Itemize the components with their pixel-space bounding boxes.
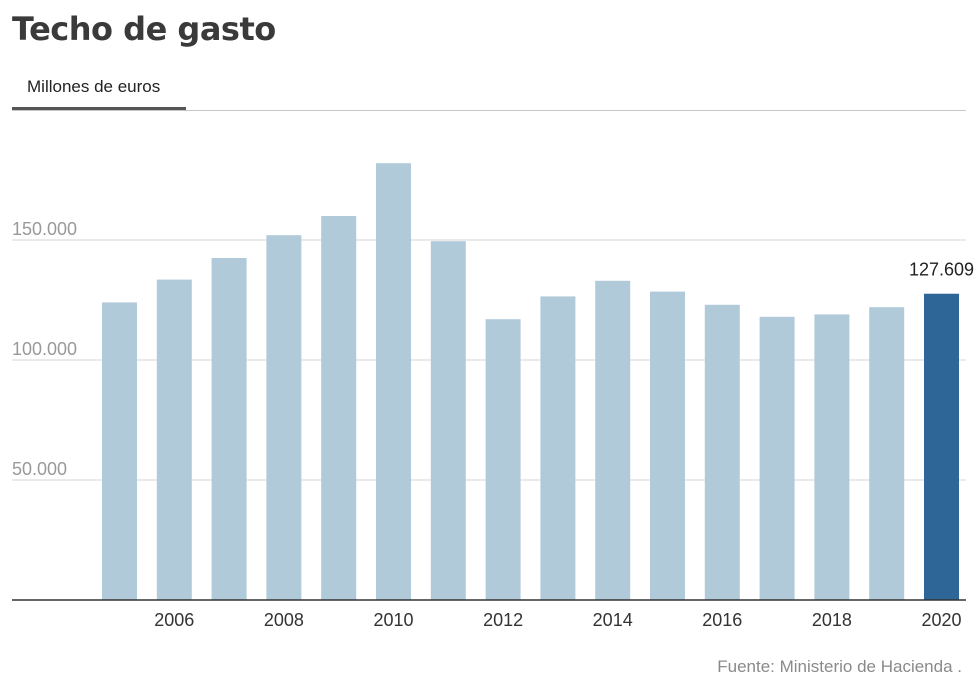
bar-2009 (321, 216, 357, 600)
x-tick-labels: 2006 2008 2010 2012 2014 2016 2018 2020 (154, 610, 961, 630)
x-tick-label-2010: 2010 (373, 610, 413, 630)
bar-2012 (485, 319, 521, 600)
annotations: 127.609 (909, 260, 974, 280)
bar-2013 (540, 296, 576, 600)
bar-2008 (266, 235, 302, 600)
bar-2011 (430, 241, 466, 600)
bar-2010 (376, 163, 411, 600)
y-tick-labels: 50.000 100.000 150.000 (12, 219, 77, 479)
x-tick-label-2016: 2016 (702, 610, 742, 630)
bars (102, 163, 959, 600)
bar-2006 (156, 279, 192, 600)
x-tick-label-2020: 2020 (921, 610, 961, 630)
bar-2018 (814, 314, 850, 600)
bar-2014 (595, 280, 631, 600)
x-tick-label-2012: 2012 (483, 610, 523, 630)
tab-millones-de-euros[interactable]: Millones de euros (12, 75, 186, 111)
bar-2020 (924, 293, 959, 600)
x-tick-label-2008: 2008 (264, 610, 304, 630)
chart-title: Techo de gasto (12, 10, 276, 48)
bar-2019 (869, 307, 905, 600)
y-tick-label-50000: 50.000 (12, 459, 67, 479)
bar-2007 (211, 258, 247, 600)
x-tick-label-2014: 2014 (593, 610, 633, 630)
source-note: Fuente: Ministerio de Hacienda . (717, 657, 962, 676)
y-tick-label-150000: 150.000 (12, 219, 77, 239)
data-label-2020: 127.609 (909, 260, 974, 280)
bar-2017 (759, 316, 795, 600)
bar-2016 (704, 304, 740, 600)
bar-2005 (102, 302, 137, 600)
bar-2015 (650, 291, 685, 600)
tab-divider (12, 110, 966, 111)
tab-label: Millones de euros (27, 77, 161, 96)
x-tick-label-2006: 2006 (154, 610, 194, 630)
x-tick-label-2018: 2018 (812, 610, 852, 630)
y-tick-label-100000: 100.000 (12, 339, 77, 359)
